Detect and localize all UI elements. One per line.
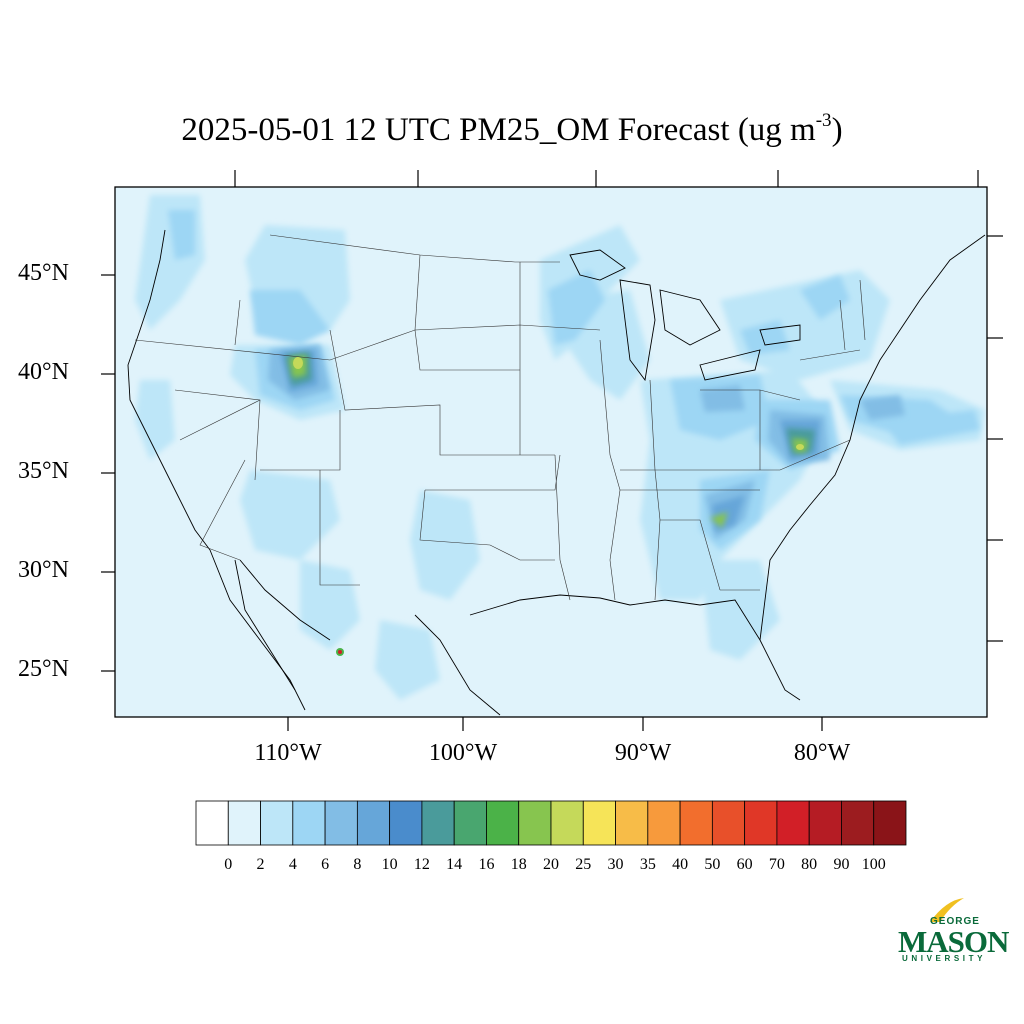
logo-swoosh-icon [930,898,964,922]
colorbar-swatch [518,800,552,846]
colorbar-label: 80 [801,856,818,873]
title-close: ) [831,112,843,148]
colorbar-swatch [227,800,261,846]
colorbar-swatch [582,800,616,846]
colorbar-label: 40 [672,856,689,873]
colorbar-label: 20 [543,856,559,873]
colorbar-swatch [711,800,746,846]
lat-label-30: 30°N [18,557,69,583]
lat-label-40: 40°N [18,359,69,385]
lat-label-25: 25°N [18,656,69,682]
gmu-logo: GEORGE MASON UNIVERSITY [896,896,1009,968]
colorbar-swatch [421,800,455,846]
colorbar-label: 70 [768,856,785,873]
colorbar-swatch [292,800,326,846]
colorbar-swatch [453,800,487,846]
colorbar-label: 18 [510,856,527,873]
colorbar-swatch [841,800,875,846]
title-superscript: -3 [815,110,832,131]
colorbar-swatch [679,800,713,846]
colorbar-swatch [647,800,681,846]
colorbar-swatch [808,800,842,846]
colorbar-label: 2 [256,856,265,873]
colorbar-label: 12 [413,856,430,873]
colorbar-label: 4 [288,856,297,873]
colorbar-label: 90 [833,856,850,873]
lon-label-100w: 100°W [428,740,498,766]
lon-label-80w: 80°W [793,740,851,766]
colorbar-swatch [776,800,810,846]
colorbar-label: 14 [446,856,463,873]
colorbar-swatch [873,800,907,846]
colorbar-swatch [486,800,520,846]
concentration-field [135,195,985,700]
lat-label-45: 45°N [18,260,69,286]
logo-george: GEORGE [930,916,980,927]
colorbar-label: 100 [861,856,886,873]
colorbar-swatch [389,800,423,846]
colorbar-swatch [356,800,391,846]
map-frame [114,186,988,718]
colorbar-label: 25 [575,856,592,873]
colorbar-swatch [550,800,584,846]
colorbar-label: 8 [353,856,362,873]
lon-label-90w: 90°W [614,740,672,766]
colorbar-label: 35 [639,856,656,873]
colorbar-swatch [195,800,229,846]
colorbar-swatch [260,800,294,846]
colorbar-label: 10 [381,856,398,873]
colorbar-label: 30 [607,856,624,873]
colorbar-label: 0 [224,856,233,873]
logo-university: UNIVERSITY [902,954,987,963]
axis-ticks [101,170,1003,731]
lon-label-110w: 110°W [254,740,322,766]
map-title: 2025-05-01 12 UTC PM25_OM Forecast (ug m… [0,110,1024,149]
state-borders [134,234,866,601]
colorbar-label: 60 [736,856,753,873]
logo-mason: MASON [898,924,1009,959]
colorbar-swatch [744,800,778,846]
lat-label-35: 35°N [18,458,69,484]
colorbar-label: 6 [321,856,330,873]
colorbar-label: 16 [478,856,495,873]
colorbar-swatch [615,800,649,846]
title-text: 2025-05-01 12 UTC PM25_OM Forecast (ug m [181,112,816,148]
colorbar-swatch [324,800,358,846]
colorbar-label: 50 [704,856,721,873]
